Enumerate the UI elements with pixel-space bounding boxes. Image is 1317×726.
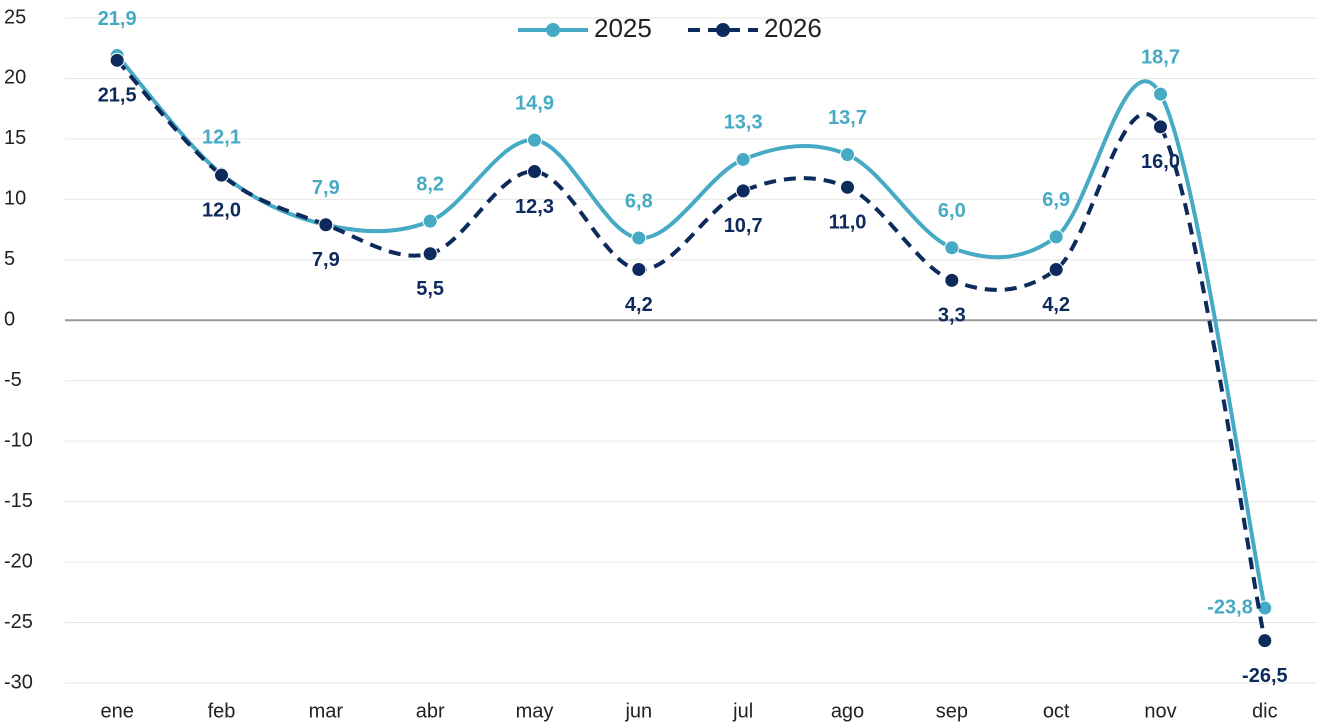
data-label: 5,5 — [416, 278, 444, 300]
data-label: 6,0 — [938, 200, 966, 222]
x-tick-label: jun — [624, 700, 652, 722]
x-tick-label: nov — [1144, 700, 1176, 722]
x-tick-label: ago — [831, 700, 864, 722]
x-tick-label: feb — [208, 700, 236, 722]
x-tick-label: mar — [309, 700, 344, 722]
legend-marker — [716, 23, 730, 37]
point — [735, 183, 751, 199]
point — [527, 164, 542, 180]
legend-label: 2025 — [594, 13, 652, 43]
data-label: 6,8 — [625, 190, 653, 212]
x-tick-label: oct — [1043, 700, 1070, 722]
point — [318, 217, 334, 233]
data-label: 11,0 — [829, 212, 867, 234]
y-tick-label: 5 — [4, 248, 15, 270]
point — [214, 167, 229, 183]
y-tick-label: 10 — [4, 188, 26, 210]
point — [1257, 633, 1273, 649]
point — [840, 147, 855, 163]
y-tick-label: -20 — [4, 550, 33, 572]
series-line — [115, 58, 1267, 642]
data-label: 7,9 — [312, 249, 340, 271]
x-tick-label: abr — [416, 700, 445, 722]
y-tick-label: -30 — [4, 671, 33, 693]
point — [631, 230, 647, 246]
x-tick-label: may — [516, 700, 554, 722]
y-tick-label: 0 — [4, 309, 15, 331]
data-label: 21,5 — [98, 85, 137, 107]
data-label: -23,8 — [1207, 596, 1253, 618]
data-label: 12,3 — [515, 196, 554, 218]
y-tick-label: -15 — [4, 490, 33, 512]
y-tick-label: 15 — [4, 127, 26, 149]
point — [735, 151, 751, 167]
data-label: 18,7 — [1141, 46, 1180, 68]
point — [109, 52, 125, 68]
data-label: 4,2 — [1042, 294, 1070, 316]
data-label: 10,7 — [724, 215, 763, 237]
point — [1048, 229, 1064, 245]
legend-label: 2026 — [764, 13, 822, 43]
x-tick-label: sep — [936, 700, 968, 722]
legend-item: 2026 — [688, 13, 822, 43]
data-label: -26,5 — [1242, 665, 1288, 687]
y-tick-label: 25 — [4, 6, 26, 28]
data-label: 16,0 — [1141, 151, 1180, 173]
x-tick-label: ene — [100, 700, 133, 722]
point — [631, 261, 647, 277]
y-tick-label: -10 — [4, 429, 33, 451]
point — [1153, 119, 1168, 135]
point — [527, 132, 542, 148]
point — [944, 240, 960, 256]
point — [1153, 86, 1168, 102]
data-label: 12,1 — [202, 126, 241, 148]
data-label: 7,9 — [312, 177, 340, 199]
point — [1048, 261, 1064, 277]
data-label: 14,9 — [515, 92, 554, 114]
data-label: 13,3 — [724, 112, 763, 134]
x-tick-label: dic — [1252, 700, 1278, 722]
series-line — [115, 54, 1267, 609]
point — [944, 272, 960, 288]
data-label: 21,9 — [98, 8, 137, 30]
data-label: 12,0 — [202, 199, 241, 221]
data-label: 13,7 — [828, 107, 867, 129]
y-tick-label: 20 — [4, 67, 26, 89]
point — [422, 213, 438, 229]
data-label: 8,2 — [416, 173, 444, 195]
data-label: 3,3 — [938, 305, 966, 327]
y-tick-label: -5 — [4, 369, 22, 391]
legend-marker — [546, 23, 560, 37]
point — [422, 246, 438, 262]
data-label: 4,2 — [625, 294, 653, 316]
data-label: 6,9 — [1042, 189, 1070, 211]
point — [840, 179, 855, 195]
x-tick-label: jul — [732, 700, 753, 722]
y-tick-label: -25 — [4, 611, 33, 633]
legend-item: 2025 — [518, 13, 652, 43]
